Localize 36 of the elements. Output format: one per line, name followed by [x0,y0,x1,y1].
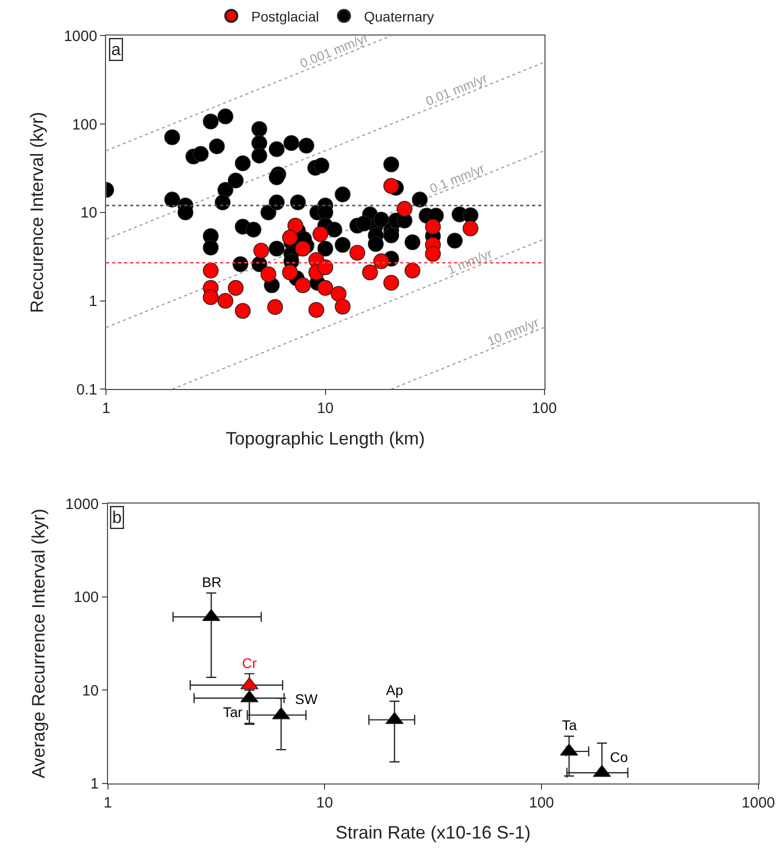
series-label: Ap [386,682,404,698]
y-axis-title: Average Recurrence Interval (kyr) [28,508,49,778]
annotation: a [111,40,122,60]
x-tick-label: 1000 [742,794,776,812]
series-label: Ta [562,717,577,733]
x-tick-label: 1 [102,400,110,418]
text: 1 mm/yr [445,246,495,278]
series-label: Tar [223,704,243,720]
x-tick-label: 1 [104,794,112,812]
y-tick-label: 10 [82,682,99,700]
x-tick-label: 10 [316,794,333,812]
y-tick-label: 1000 [65,496,99,513]
series-label: BR [202,574,222,590]
x-axis-title: Strain Rate (x10-16 S-1) [336,822,531,842]
series-label: SW [295,691,318,707]
legend-label: Quaternary [364,8,434,24]
text: 0.001 mm/yr [298,30,371,72]
y-tick-label: 1000 [64,28,98,45]
x-tick-label: 10 [316,400,334,418]
y-tick-label: 100 [72,116,98,134]
series-label: Co [610,749,628,765]
y-tick-label: 1 [88,293,98,310]
x-tick-label: 100 [532,400,557,418]
series-label: Cr [242,655,258,671]
y-tick-label: 0.1 [76,381,98,398]
legend-label: Postglacial [251,8,319,24]
x-axis-title: Topographic Length (km) [226,428,425,448]
x-tick-label: 100 [528,794,554,812]
y-tick-label: 1 [90,776,99,793]
text: 0.01 mm/yr [424,70,490,109]
annotation: b [112,508,122,528]
text: 10 mm/yr [485,314,542,349]
y-tick-label: 10 [80,204,98,222]
y-axis-title: Reccurence Interval (kyr) [27,112,48,313]
text: 0.1 mm/yr [427,160,488,196]
y-tick-label: 100 [74,589,99,606]
